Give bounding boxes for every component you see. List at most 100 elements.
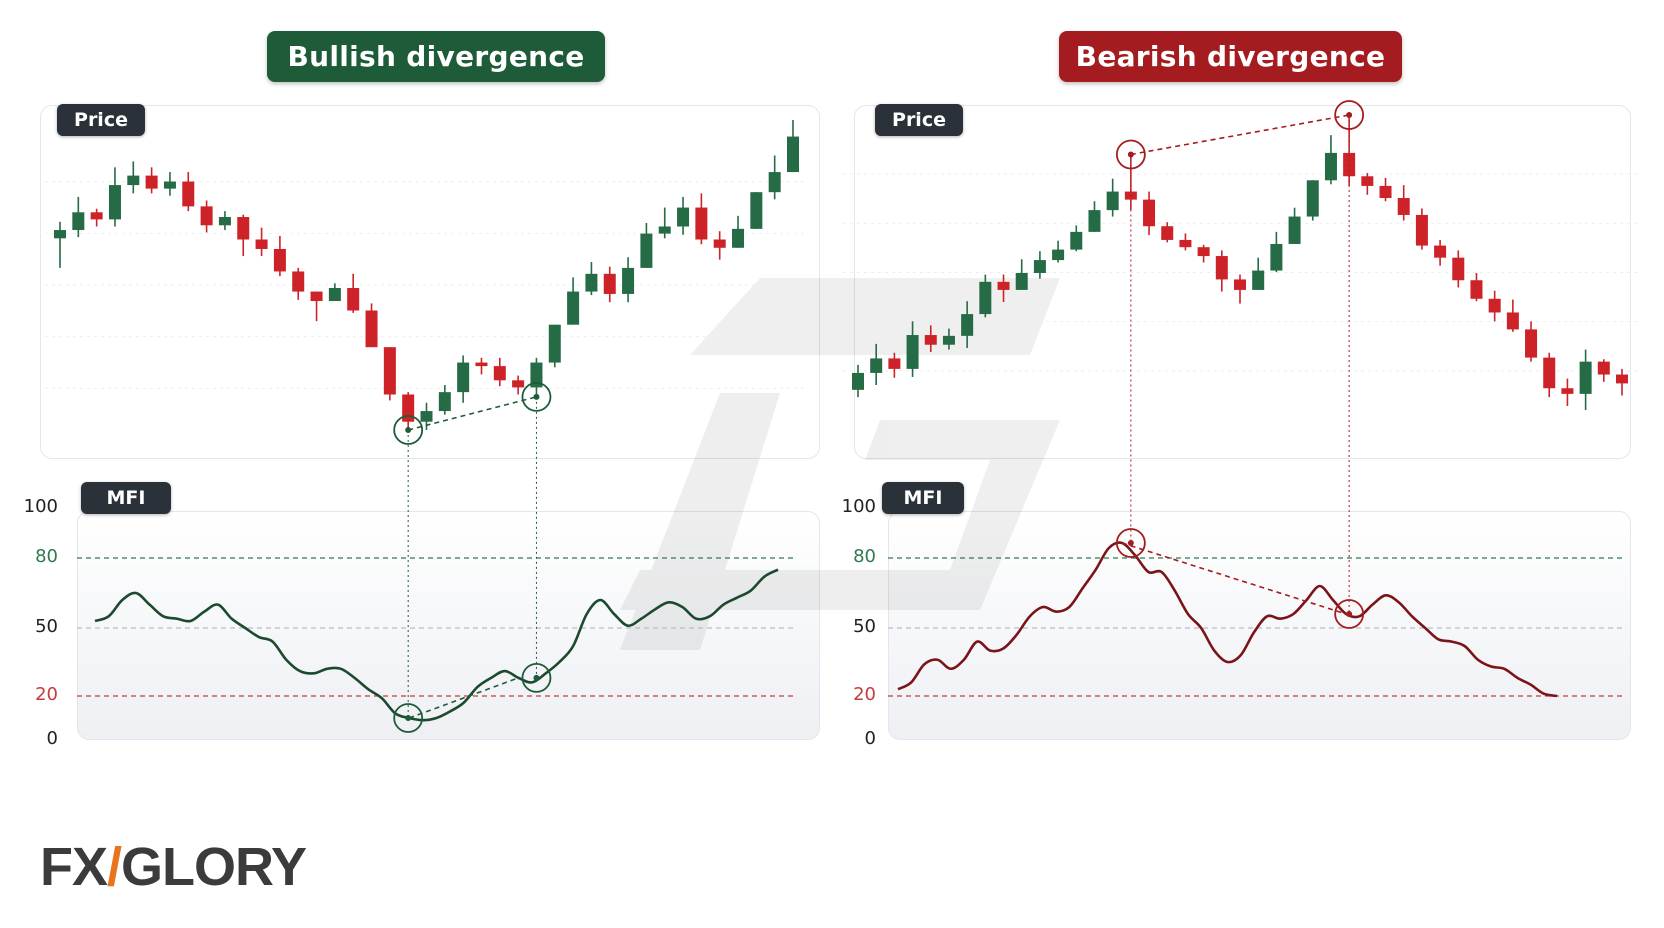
- bull-candle-2: [90, 208, 103, 227]
- candle-body: [768, 172, 781, 193]
- bull-mfi-tick-0: 0: [46, 728, 58, 749]
- candle-body: [163, 181, 176, 189]
- bear-candle-29: [1379, 177, 1392, 202]
- candle-body: [328, 288, 341, 302]
- candle-body: [383, 347, 396, 395]
- bear-candle-32: [1434, 239, 1447, 266]
- candle-body: [1561, 388, 1574, 394]
- candle-body: [622, 267, 635, 294]
- bear-candle-31: [1415, 208, 1428, 250]
- candle-body: [1506, 312, 1519, 330]
- bull-candle-12: [273, 235, 286, 277]
- bear-candle-34: [1470, 272, 1483, 302]
- bull-mfi-label: MFI: [81, 482, 171, 514]
- bull-candle-39: [768, 155, 781, 200]
- candle-body: [1015, 272, 1028, 290]
- candle-body: [1234, 279, 1246, 290]
- candle-body: [1270, 243, 1283, 271]
- bear-candle-3: [906, 321, 919, 377]
- bull-marker-circle: [521, 662, 552, 693]
- bear-candle-36: [1506, 299, 1519, 332]
- bear-candle-14: [1106, 178, 1119, 217]
- bear-marker-dot: [1127, 151, 1134, 158]
- bull-candle-36: [713, 231, 726, 260]
- bull-mfi-line: [94, 568, 779, 722]
- fxglory-logo: FX/GLORY: [40, 837, 307, 897]
- bear-candle-39: [1561, 378, 1574, 406]
- bear-candle-23: [1270, 231, 1283, 273]
- bull-candle-15: [328, 283, 341, 302]
- bear-candle-37: [1525, 321, 1538, 362]
- candle-body: [852, 372, 864, 390]
- candle-body: [1597, 361, 1610, 375]
- candle-body: [1343, 152, 1356, 177]
- bullish-divergence-title: Bullish divergence: [267, 31, 605, 82]
- bull-candles: [54, 120, 799, 430]
- candle-body: [961, 314, 974, 336]
- bull-mfi-tick-100: 100: [23, 496, 58, 517]
- watermark-logo: [620, 278, 1060, 650]
- bull-candle-32: [640, 222, 653, 268]
- candle-body: [218, 217, 231, 226]
- bull-candle-3: [108, 167, 121, 227]
- candle-body: [200, 206, 213, 226]
- bear-candle-5: [942, 328, 955, 350]
- candle-body: [1088, 210, 1101, 232]
- candle-body: [924, 335, 937, 345]
- candle-body: [402, 394, 415, 422]
- candle-body: [1579, 361, 1592, 394]
- candle-body: [567, 291, 580, 325]
- candle-body: [979, 281, 992, 315]
- bull-candle-30: [603, 266, 616, 303]
- bear-mfi-tick-100: 100: [841, 496, 876, 517]
- bull-candle-5: [145, 167, 158, 194]
- bear-candle-4: [924, 325, 937, 352]
- bull-candle-31: [622, 257, 635, 303]
- bear-mfi-tick-50: 50: [853, 616, 876, 637]
- bull-candle-23: [475, 357, 488, 375]
- candle-body: [677, 207, 690, 227]
- bear-mfi-tick-0: 0: [864, 728, 876, 749]
- candle-body: [1415, 214, 1428, 246]
- candle-body: [695, 207, 708, 240]
- candle-body: [292, 271, 305, 292]
- candle-body: [475, 362, 488, 367]
- candle-body: [888, 358, 901, 369]
- candle-body: [1033, 260, 1046, 273]
- bull-marker-circle: [393, 415, 424, 445]
- bull-marker-circle: [393, 703, 424, 733]
- bull-candle-18: [383, 347, 396, 401]
- bear-candle-18: [1179, 233, 1192, 251]
- bear-price-label: Price: [875, 104, 963, 136]
- candle-body: [1143, 199, 1156, 227]
- bear-candle-16: [1143, 191, 1156, 236]
- candle-body: [713, 239, 726, 248]
- bear-marker-circle: [1115, 139, 1146, 170]
- bull-candle-7: [182, 172, 195, 212]
- bull-candle-28: [567, 277, 580, 325]
- bull-candle-35: [695, 193, 708, 245]
- bull-candle-29: [585, 261, 598, 296]
- bear-candle-11: [1052, 240, 1065, 263]
- bear-candle-20: [1215, 250, 1228, 292]
- candle-body: [1379, 185, 1392, 199]
- bull-price-divergence-line: [407, 396, 537, 431]
- candle-body: [548, 324, 561, 363]
- bull-candle-16: [347, 273, 360, 313]
- bear-candle-35: [1488, 290, 1501, 322]
- candle-body: [310, 291, 323, 302]
- bull-candle-40: [787, 120, 799, 173]
- candle-body: [870, 358, 883, 373]
- bull-candle-13: [292, 267, 305, 300]
- candle-body: [273, 248, 286, 272]
- candle-body: [1306, 180, 1319, 217]
- bull-candle-27: [548, 324, 561, 368]
- bull-candle-19: [402, 392, 415, 430]
- candle-body: [1543, 357, 1556, 389]
- candle-body: [1106, 191, 1119, 211]
- bull-marker-dot: [533, 674, 540, 681]
- bear-marker-circle: [1115, 528, 1146, 558]
- candle-body: [530, 362, 543, 388]
- bear-mfi-tick-20: 20: [853, 684, 876, 705]
